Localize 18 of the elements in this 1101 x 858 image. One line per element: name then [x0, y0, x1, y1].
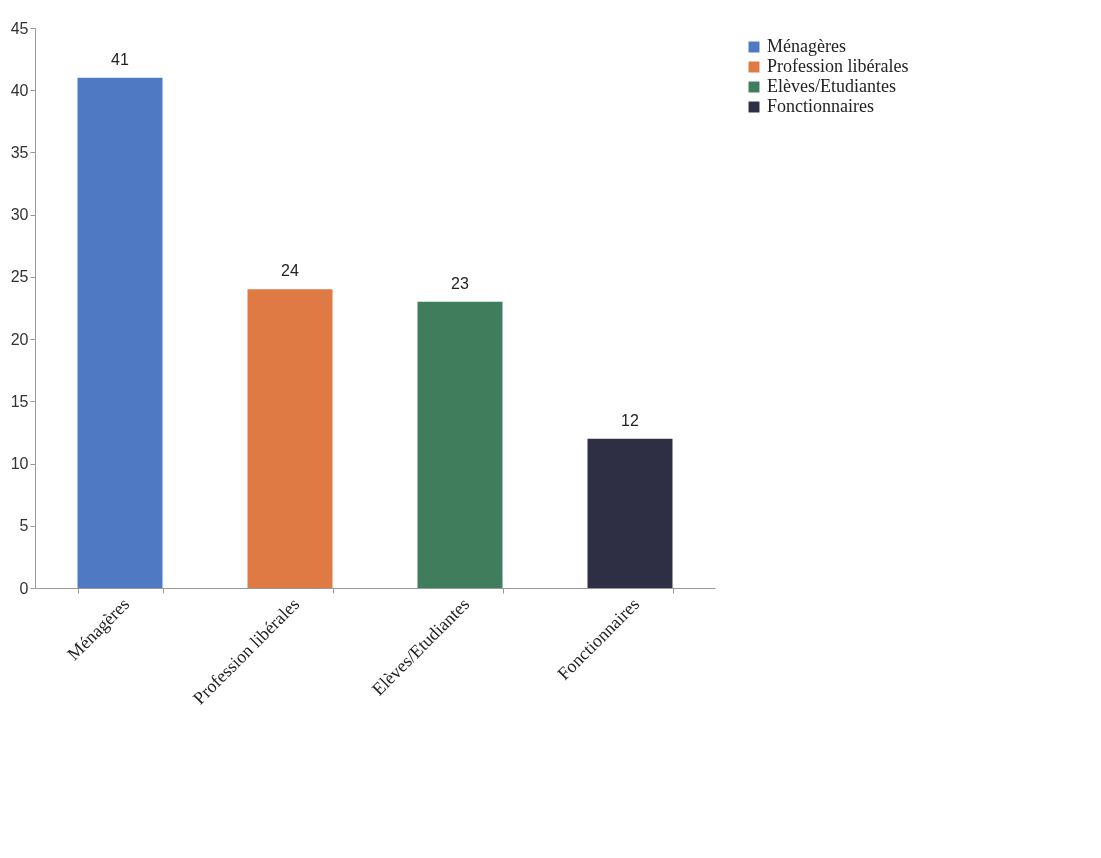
y-tick-label: 20: [10, 330, 29, 348]
data-label: 12: [621, 411, 639, 429]
y-tick-label: 5: [19, 517, 29, 535]
y-tick-label: 25: [10, 268, 29, 286]
legend-label: Fonctionnaires: [767, 96, 874, 116]
legend-label: Elèves/Etudiantes: [767, 76, 896, 96]
y-tick-label: 30: [10, 206, 29, 224]
legend-label: Ménagères: [767, 36, 846, 56]
y-tick-label: 0: [19, 579, 29, 597]
legend-label: Profession libérales: [767, 56, 909, 76]
data-label: 23: [451, 274, 469, 292]
y-tick-label: 40: [10, 81, 29, 99]
y-tick-label: 35: [10, 143, 29, 161]
data-label: 24: [281, 262, 299, 280]
y-tick-label: 45: [10, 19, 29, 37]
y-tick-label: 10: [10, 455, 29, 473]
data-label: 41: [111, 50, 129, 68]
y-tick-label: 15: [10, 392, 29, 410]
